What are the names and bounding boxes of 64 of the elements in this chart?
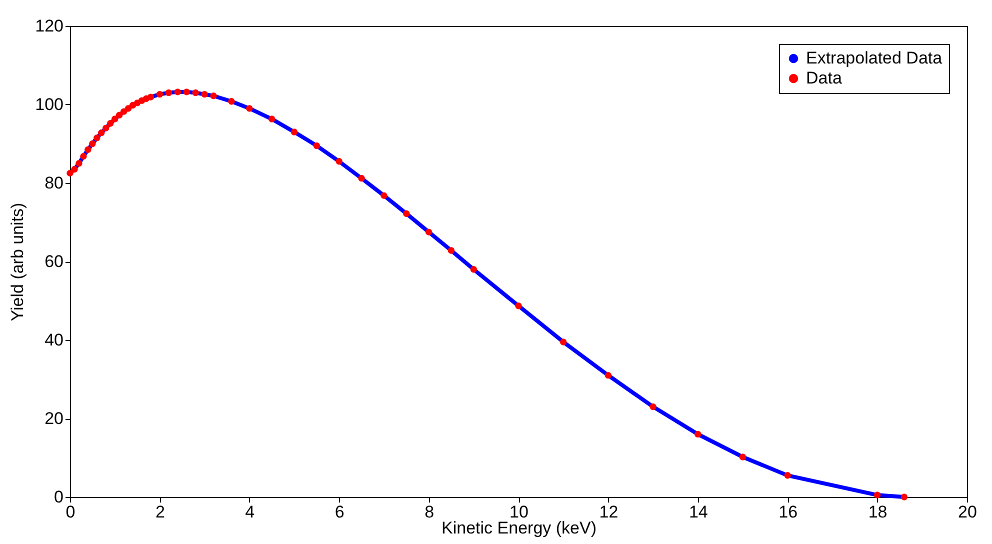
- point: [604, 372, 612, 379]
- point: [290, 128, 298, 136]
- x-tick-label: 6: [334, 502, 344, 522]
- x-tick-label: 10: [510, 502, 528, 522]
- point: [874, 492, 881, 498]
- x-tick-label: 2: [155, 502, 165, 522]
- point: [246, 105, 253, 112]
- y-tick-label: 60: [44, 252, 64, 271]
- y-axis-title: Yield (arb units): [8, 202, 28, 322]
- point: [156, 90, 164, 98]
- point: [124, 105, 132, 112]
- point: [380, 192, 388, 199]
- point: [84, 146, 92, 153]
- point: [107, 120, 114, 127]
- point: [183, 88, 190, 96]
- point: [336, 158, 342, 165]
- y-tick-label: 20: [44, 409, 64, 428]
- x-tick-label: 14: [688, 502, 708, 522]
- point: [784, 472, 791, 479]
- point: [900, 494, 908, 500]
- point: [89, 140, 96, 148]
- point: [268, 116, 276, 122]
- y-tick-label: 80: [44, 174, 64, 192]
- point: [116, 112, 123, 118]
- point: [210, 92, 217, 100]
- point: [515, 302, 522, 310]
- point: [80, 152, 87, 160]
- point: [98, 129, 105, 136]
- x-tick-label: 8: [424, 502, 434, 522]
- y-tick-label: 100: [35, 95, 64, 114]
- x-tick-label: 16: [778, 502, 798, 522]
- x-tick-label: 0: [66, 502, 76, 522]
- point: [192, 89, 199, 96]
- y-tick-label: 120: [35, 16, 64, 36]
- point: [76, 160, 82, 167]
- point: [165, 89, 172, 96]
- point: [201, 90, 208, 98]
- point: [313, 142, 320, 150]
- x-tick-label: 18: [868, 502, 888, 522]
- point: [71, 166, 78, 173]
- legend-label: Extrapolated Data: [806, 48, 943, 68]
- x-axis-title: Kinetic Energy (keV): [442, 518, 596, 538]
- x-tick-label: 12: [599, 502, 618, 522]
- legend-label: Data: [806, 68, 842, 88]
- point: [94, 134, 100, 142]
- y-tick-label: 0: [54, 488, 64, 506]
- point: [739, 454, 746, 460]
- point: [560, 338, 567, 346]
- point: [358, 174, 365, 182]
- point: [448, 247, 455, 254]
- point: [694, 430, 702, 438]
- point: [228, 98, 235, 105]
- point: [650, 403, 656, 410]
- point: [470, 266, 478, 273]
- point: [403, 210, 410, 217]
- point: [147, 94, 154, 100]
- y-tick-label: 40: [44, 330, 64, 350]
- x-tick-label: 4: [245, 502, 255, 522]
- point: [174, 88, 181, 96]
- x-tick-label: 20: [958, 502, 977, 522]
- point: [102, 124, 110, 132]
- point: [66, 170, 74, 177]
- point: [425, 228, 432, 236]
- point: [111, 116, 118, 122]
